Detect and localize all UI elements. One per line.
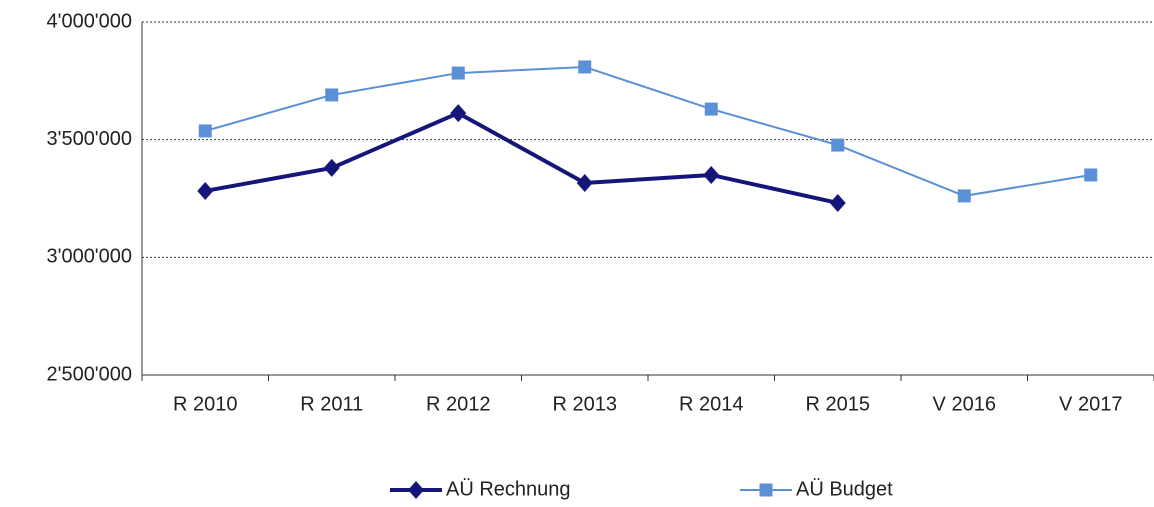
marker <box>703 165 720 184</box>
x-tick-label: R 2015 <box>806 393 871 415</box>
marker <box>325 88 339 102</box>
x-tick-label: V 2016 <box>933 393 996 415</box>
marker <box>408 481 424 499</box>
marker <box>1084 168 1098 182</box>
marker <box>576 173 593 192</box>
y-tick-label: 3'000'000 <box>47 246 133 268</box>
marker <box>450 104 467 123</box>
marker <box>323 158 340 177</box>
x-tick-label: R 2010 <box>173 393 238 415</box>
marker <box>198 124 212 138</box>
marker <box>451 66 465 80</box>
x-tick-label: R 2012 <box>426 393 491 415</box>
marker <box>829 193 846 212</box>
legend-label: AÜ Rechnung <box>446 478 571 500</box>
marker <box>578 60 592 74</box>
marker <box>704 102 718 116</box>
y-tick-label: 3'500'000 <box>47 128 133 150</box>
marker <box>197 181 214 200</box>
x-tick-label: R 2013 <box>553 393 618 415</box>
marker <box>957 189 971 203</box>
legend-label: AÜ Budget <box>796 478 893 500</box>
y-tick-label: 4'000'000 <box>47 10 133 32</box>
series-line <box>204 110 839 205</box>
series-line <box>204 65 1091 197</box>
marker <box>759 483 773 497</box>
x-tick-label: R 2011 <box>300 393 363 415</box>
x-tick-label: R 2014 <box>679 393 744 415</box>
y-tick-label: 2'500'000 <box>47 363 133 385</box>
x-tick-label: V 2017 <box>1059 393 1122 415</box>
marker <box>831 138 845 152</box>
